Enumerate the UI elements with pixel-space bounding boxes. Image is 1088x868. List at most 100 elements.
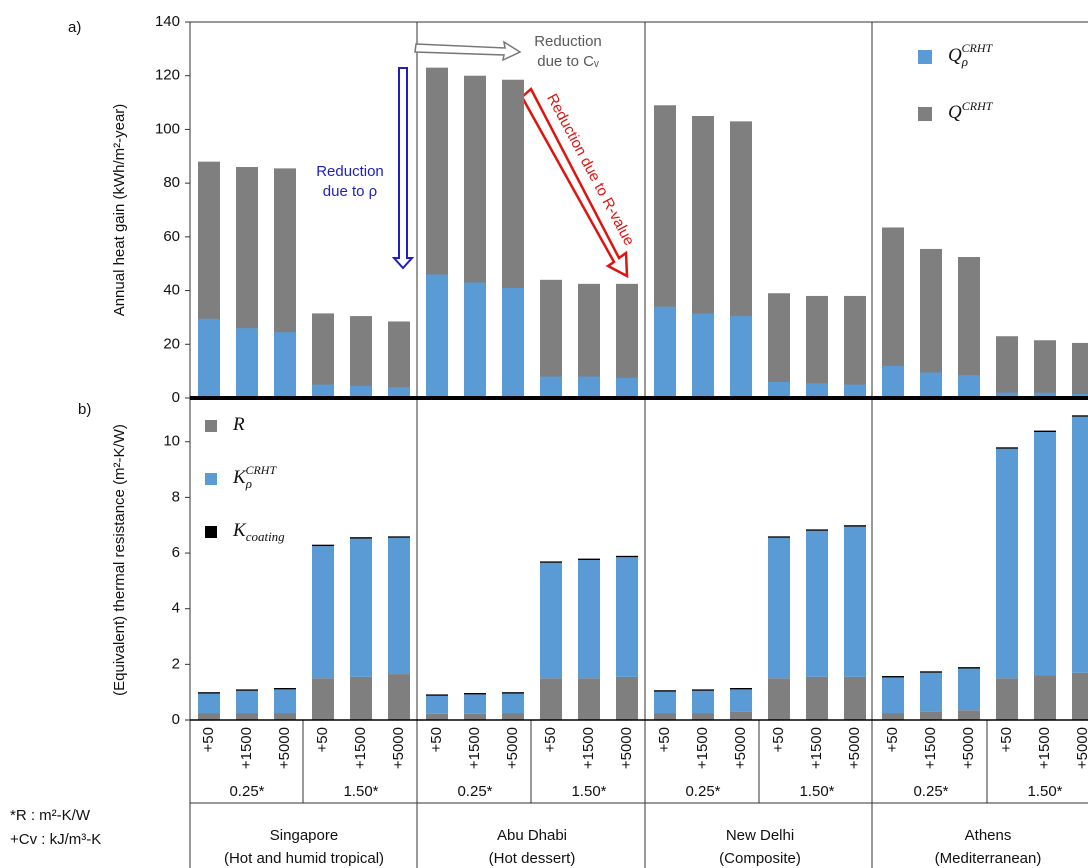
x-tick-label: +5000 (846, 727, 863, 769)
x-tick-label: +50 (428, 727, 445, 752)
bar (806, 383, 828, 398)
panel-label: b) (78, 401, 91, 418)
bar-segment (312, 544, 334, 547)
x-tick-label: +1500 (238, 727, 255, 769)
x-tick-label: +50 (542, 727, 559, 752)
bar-segment (958, 668, 980, 711)
y-tick-label: 2 (172, 655, 180, 672)
legend-swatch (205, 526, 217, 538)
bar-segment (540, 561, 562, 563)
bar (540, 279, 562, 398)
bar-segment (654, 713, 676, 720)
bar (616, 283, 638, 398)
bar-segment (198, 693, 220, 714)
bar (806, 295, 828, 398)
bar-segment (388, 537, 410, 675)
x-tick-label: +1500 (1036, 727, 1053, 769)
x-tick-label: +5000 (276, 727, 293, 769)
annotation: Reduction (534, 33, 602, 50)
bar-segment (502, 693, 524, 714)
legend-name: K (232, 520, 247, 541)
legend-swatch (918, 107, 932, 121)
bar-segment (616, 555, 638, 558)
bar-segment (198, 713, 220, 720)
bar-segment (312, 546, 334, 679)
bar (312, 313, 334, 398)
bar (350, 316, 372, 398)
x-tick-label: +5000 (732, 727, 749, 769)
x-tick-label: +50 (884, 727, 901, 752)
bar-segment (882, 713, 904, 720)
climate-label: (Hot dessert) (489, 850, 576, 867)
bar-segment (806, 676, 828, 720)
legend-label: Kcoating (232, 520, 285, 544)
bar (540, 376, 562, 398)
bar-segment (502, 713, 524, 720)
bar (198, 318, 220, 398)
city-label: Athens (965, 827, 1012, 844)
x-tick-label: +1500 (466, 727, 483, 769)
annotation: due to Cᵥ (537, 53, 599, 70)
group-label: 1.50* (799, 783, 834, 800)
climate-label: (Hot and humid tropical) (224, 850, 384, 867)
bar-segment (768, 537, 790, 679)
bar (692, 313, 714, 398)
y-tick-label: 140 (155, 13, 180, 30)
group-label: 0.25* (229, 783, 264, 800)
y-tick-label: 6 (172, 544, 180, 561)
y-axis-title: Annual heat gain (kWh/m²-year) (111, 104, 128, 317)
legend-name: K (232, 467, 247, 488)
bar-segment (236, 689, 258, 691)
legend-swatch (918, 50, 932, 64)
bar (730, 316, 752, 398)
x-tick-label: +5000 (504, 727, 521, 769)
bar-segment (578, 678, 600, 720)
bar (882, 365, 904, 398)
bar-segment (578, 560, 600, 679)
y-axis-title: (Equivalent) thermal resistance (m²-K/W) (111, 424, 128, 696)
bar (654, 306, 676, 398)
bar-segment (426, 694, 448, 696)
x-tick-label: +1500 (922, 727, 939, 769)
y-tick-label: 10 (163, 433, 180, 450)
bar (236, 328, 258, 398)
legend-sup: CRHT (961, 41, 993, 55)
bar (768, 381, 790, 398)
bar-segment (692, 690, 714, 714)
bar-segment (426, 695, 448, 714)
bar-segment (1034, 675, 1056, 720)
bar (312, 384, 334, 398)
legend-swatch (205, 420, 217, 432)
bar-segment (274, 713, 296, 720)
bar-segment (844, 526, 866, 677)
bar-segment (1072, 672, 1088, 720)
bar (1072, 393, 1088, 398)
bar-segment (1034, 432, 1056, 676)
group-label: 0.25* (685, 783, 720, 800)
bar-segment (350, 676, 372, 720)
bar-segment (464, 693, 486, 695)
arrow-cv (414, 40, 522, 62)
bar-segment (920, 672, 942, 712)
bar-segment (692, 689, 714, 691)
x-tick-label: +50 (314, 727, 331, 752)
bar-segment (388, 674, 410, 720)
city-label: New Delhi (726, 827, 794, 844)
bar-segment (464, 713, 486, 720)
x-tick-label: +1500 (352, 727, 369, 769)
y-tick-label: 0 (172, 711, 180, 728)
bar-segment (1034, 430, 1056, 432)
footnote: +Cv : kJ/m³-K (10, 831, 101, 848)
bar (768, 293, 790, 398)
bar-segment (274, 688, 296, 690)
bar (1034, 392, 1056, 398)
x-tick-label: +50 (770, 727, 787, 752)
bar-segment (996, 447, 1018, 449)
y-tick-label: 20 (163, 335, 180, 352)
bar-segment (920, 671, 942, 673)
bar-segment (616, 676, 638, 720)
bar (844, 384, 866, 398)
x-tick-label: +5000 (618, 727, 635, 769)
bar-segment (274, 689, 296, 714)
